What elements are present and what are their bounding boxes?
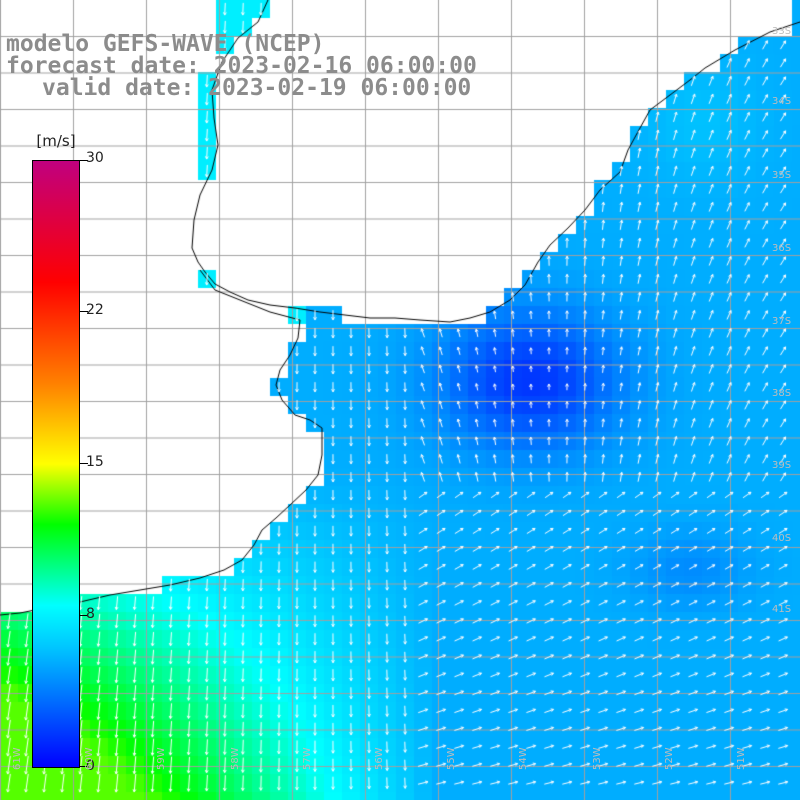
colorbar-label-30: 30 xyxy=(86,150,104,166)
lon-label: 53W xyxy=(592,747,603,770)
lat-label: 38S xyxy=(772,388,792,399)
lat-label: 36S xyxy=(772,243,792,254)
lon-label: 52W xyxy=(664,747,675,770)
lon-label: 54W xyxy=(518,747,529,770)
valid-date: valid date: 2023-02-19 06:00:00 xyxy=(42,75,472,101)
lon-label: 56W xyxy=(374,747,385,770)
lon-label: 61W xyxy=(12,747,23,770)
colorbar xyxy=(32,160,80,768)
lon-label: 55W xyxy=(446,747,457,770)
colorbar-tick xyxy=(80,766,88,767)
colorbar-tick xyxy=(80,160,88,161)
lon-label: 58W xyxy=(230,747,241,770)
colorbar-label-8: 8 xyxy=(86,606,95,622)
lat-label: 40S xyxy=(772,533,792,544)
colorbar-label-15: 15 xyxy=(86,454,104,470)
lat-label: 39S xyxy=(772,460,792,471)
lat-label: 35S xyxy=(772,170,792,181)
lon-label: 57W xyxy=(302,747,313,770)
lat-label: 37S xyxy=(772,316,792,327)
colorbar-label-0: 0 xyxy=(86,758,95,774)
lon-label: 59W xyxy=(156,747,167,770)
forecast-date: forecast date: 2023-02-16 06:00:00 xyxy=(6,53,477,79)
lon-label: 51W xyxy=(736,747,747,770)
lat-label: 33S xyxy=(772,26,792,37)
colorbar-tick xyxy=(80,615,88,616)
lon-label: 60W xyxy=(84,747,95,770)
colorbar-tick xyxy=(80,463,88,464)
colorbar-unit: [m/s] xyxy=(36,132,76,150)
colorbar-label-22: 22 xyxy=(86,302,104,318)
model-title: modelo GEFS-WAVE (NCEP) xyxy=(6,31,325,57)
lat-label: 41S xyxy=(772,604,792,615)
lat-label: 34S xyxy=(772,96,792,107)
colorbar-tick xyxy=(80,311,88,312)
